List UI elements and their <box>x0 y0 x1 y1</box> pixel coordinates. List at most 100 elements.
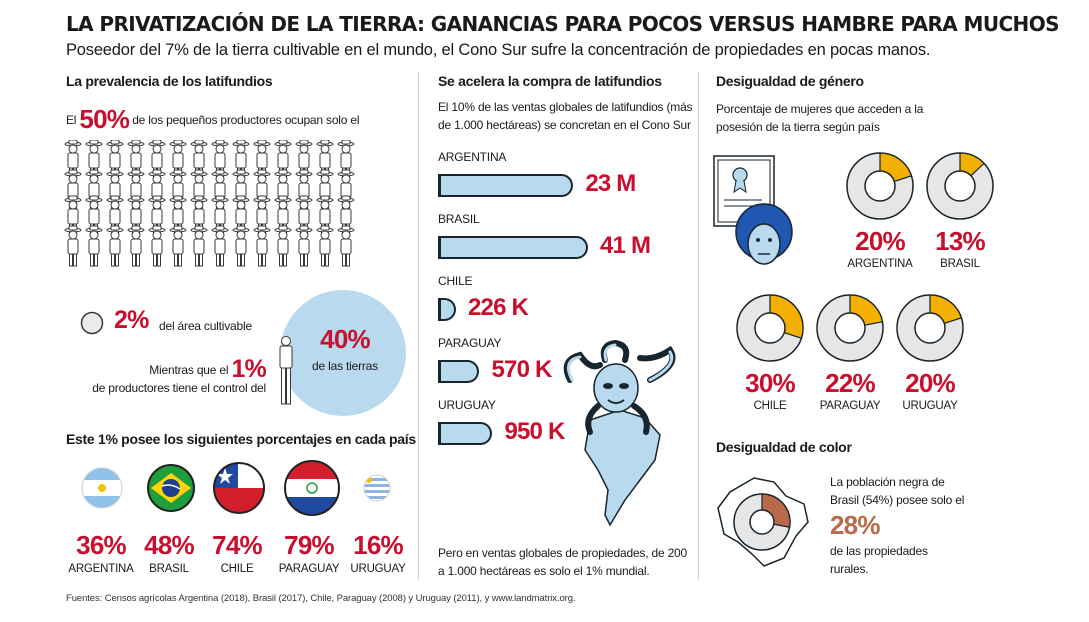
small-area-pct: 2% <box>114 306 149 334</box>
bar <box>438 236 588 259</box>
donut-country-label: CHILE <box>753 400 787 412</box>
big-area-circle <box>279 290 406 416</box>
producer-figure-icon <box>190 225 208 267</box>
chile-flag-icon <box>213 462 265 514</box>
producer-figure-icon <box>127 225 145 267</box>
page-subtitle: Poseedor del 7% de la tierra cultivable … <box>66 41 931 59</box>
producer-figure-icon <box>253 225 271 267</box>
bar <box>438 174 574 197</box>
donut-value-label: 13% <box>935 226 985 256</box>
producer-figure-icon <box>316 225 334 267</box>
page-title: LA PRIVATIZACIÓN DE LA TIERRA: GANANCIAS… <box>66 12 1060 36</box>
country-flags <box>81 460 391 516</box>
color-text-4: rurales. <box>830 562 869 576</box>
donut-country-label: ARGENTINA <box>847 258 913 270</box>
column-divider-1 <box>418 72 419 580</box>
producer-figure-icon <box>337 225 355 267</box>
gender-donut <box>926 152 994 220</box>
donut-hole <box>914 312 946 344</box>
big-area-pct: 40% <box>320 324 370 354</box>
countries-heading: Este 1% posee los siguientes porcentajes… <box>66 431 416 447</box>
country-pct: 16% <box>353 530 403 560</box>
minority-line: Mientras que el 1% de productores tiene … <box>80 357 267 397</box>
producer-figure-icon <box>274 225 292 267</box>
producer-figure-icon <box>169 225 187 267</box>
country-pct: 74% <box>212 530 262 560</box>
big-area-text: de las tierras <box>312 359 378 373</box>
small-area-text: del área cultivable <box>159 319 252 333</box>
bar-category-label: BRASIL <box>438 212 480 226</box>
woman-certificate-illustration <box>713 155 793 265</box>
producers-crowd <box>64 140 355 267</box>
donut-value-label: 22% <box>825 368 875 398</box>
latifundios-line1-pre: El <box>66 113 77 127</box>
country-pct: 79% <box>284 530 334 560</box>
gender-donut <box>846 152 914 220</box>
minority-pre: Mientras que el <box>149 363 229 377</box>
latifundios-line1-post: de los pequeños productores ocupan solo … <box>132 113 360 127</box>
producer-figure-icon <box>106 225 124 267</box>
gender-donut <box>816 294 884 362</box>
bar-category-label: ARGENTINA <box>438 150 507 164</box>
bar-chart-latifundios: ARGENTINA 23 M BRASIL 41 M CHILE 226 K PARAGUA… <box>436 150 696 450</box>
genero-intro-1: Porcentaje de mujeres que acceden a la <box>716 102 924 116</box>
country-name: CHILE <box>220 563 254 575</box>
small-area-circle <box>80 311 104 335</box>
country-name: URUGUAY <box>350 563 406 575</box>
donut-hole <box>944 170 976 202</box>
compra-footer-1: Pero en ventas globales de propiedades, … <box>438 546 687 560</box>
bar <box>438 360 480 383</box>
compra-heading: Se acelera la compra de latifundios <box>438 73 662 89</box>
bar-value-label: 41 M <box>600 232 651 259</box>
minority-pct: 1% <box>231 355 266 383</box>
column-divider-2 <box>698 72 699 580</box>
country-pct: 48% <box>144 530 194 560</box>
compra-intro-2: de 1.000 hectáreas) se concretan en el C… <box>438 118 691 132</box>
bar-category-label: CHILE <box>438 274 473 288</box>
bar <box>438 422 493 445</box>
octopus-map-illustration <box>563 340 676 527</box>
country-pct: 36% <box>76 530 126 560</box>
donut-country-label: BRASIL <box>940 258 980 270</box>
donut-value-label: 20% <box>905 368 955 398</box>
minority-post: de productores tiene el control del <box>92 381 266 395</box>
donut-hole <box>864 170 896 202</box>
bar-value-label: 950 K <box>504 418 565 445</box>
donut-value-label: 20% <box>855 226 905 256</box>
color-heading: Desigualdad de color <box>716 439 852 455</box>
sources-footer: Fuentes: Censos agrícolas Argentina (201… <box>66 593 576 604</box>
latifundios-line1: El 50% de los pequeños productores ocupa… <box>66 106 360 132</box>
producer-figure-icon <box>211 225 229 267</box>
paraguay-flag-icon <box>284 460 340 516</box>
donut-hole <box>834 312 866 344</box>
compra-footer-2: a 1.000 hectáreas es solo el 1% mundial. <box>438 564 650 578</box>
color-text-3: de las propiedades <box>830 544 928 558</box>
latifundios-heading: La prevalencia de los latifundios <box>66 73 273 89</box>
genero-intro-2: posesión de la tierra según país <box>716 120 880 134</box>
bar-category-label: PARAGUAY <box>438 336 502 350</box>
brasil-flag-icon <box>147 464 195 512</box>
genero-heading: Desigualdad de género <box>716 73 864 89</box>
country-name: BRASIL <box>149 563 189 575</box>
gender-donut <box>736 294 804 362</box>
gender-donut-chart: 20% ARGENTINA 13% BRASIL 30% CHILE 22% PARAGUAY… <box>736 150 1089 420</box>
producer-figure-icon <box>64 225 82 267</box>
compra-intro-1: El 10% de las ventas globales de latifun… <box>438 100 693 114</box>
color-text-2: Brasil (54%) posee solo el <box>830 493 965 507</box>
bar-category-label: URUGUAY <box>438 398 496 412</box>
donut-country-label: PARAGUAY <box>819 400 881 412</box>
bar-value-label: 23 M <box>585 170 636 197</box>
donut-country-label: URUGUAY <box>902 400 958 412</box>
color-donut-hole <box>749 509 775 535</box>
argentina-flag-icon <box>81 467 123 509</box>
bar-value-label: 226 K <box>468 294 529 321</box>
bar <box>438 298 456 321</box>
brasil-map-donut <box>717 477 809 567</box>
donut-value-label: 30% <box>745 368 795 398</box>
latifundios-50-pct: 50% <box>79 104 130 134</box>
country-name: PARAGUAY <box>278 563 340 575</box>
uruguay-flag-icon <box>363 474 391 502</box>
producer-figure-icon <box>232 225 250 267</box>
color-text-1: La población negra de <box>830 475 945 489</box>
country-name: ARGENTINA <box>68 563 134 575</box>
